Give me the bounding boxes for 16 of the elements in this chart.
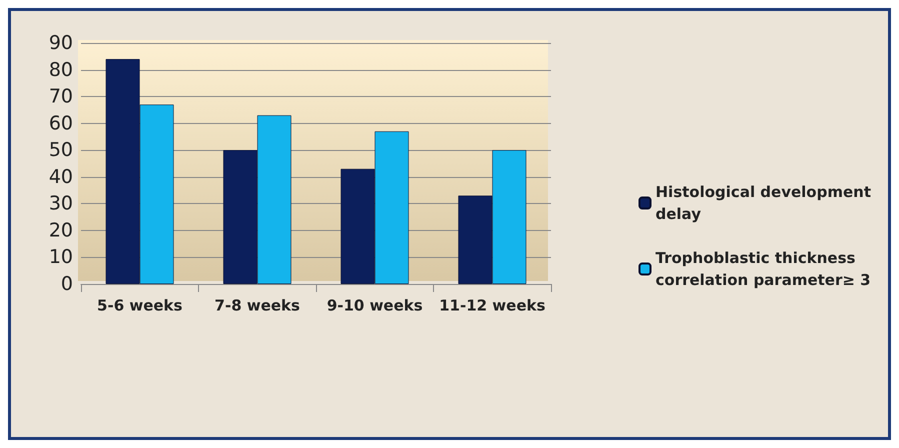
y-tick-label: 80 bbox=[48, 58, 73, 81]
y-tick-label: 60 bbox=[48, 112, 73, 134]
y-tick-label: 70 bbox=[48, 86, 73, 108]
y-tick-label: 50 bbox=[48, 139, 73, 162]
y-tick-label: 90 bbox=[48, 32, 73, 54]
x-tick-label: 5-6 weeks bbox=[97, 296, 183, 314]
y-tick-label: 0 bbox=[60, 273, 73, 295]
x-tick-label: 11-12 weeks bbox=[439, 296, 546, 314]
y-tick-label: 40 bbox=[48, 166, 73, 188]
x-tick-label: 7-8 weeks bbox=[214, 296, 300, 314]
y-tick-label: 20 bbox=[48, 219, 73, 242]
legend-label: Trophoblastic thickness correlation parameter≥ 3 bbox=[656, 249, 871, 289]
x-tick-label: 9-10 weeks bbox=[326, 296, 423, 314]
legend-label: Histological development delay bbox=[656, 183, 872, 223]
y-tick-label: 30 bbox=[48, 192, 73, 215]
y-tick-label: 10 bbox=[48, 246, 73, 268]
